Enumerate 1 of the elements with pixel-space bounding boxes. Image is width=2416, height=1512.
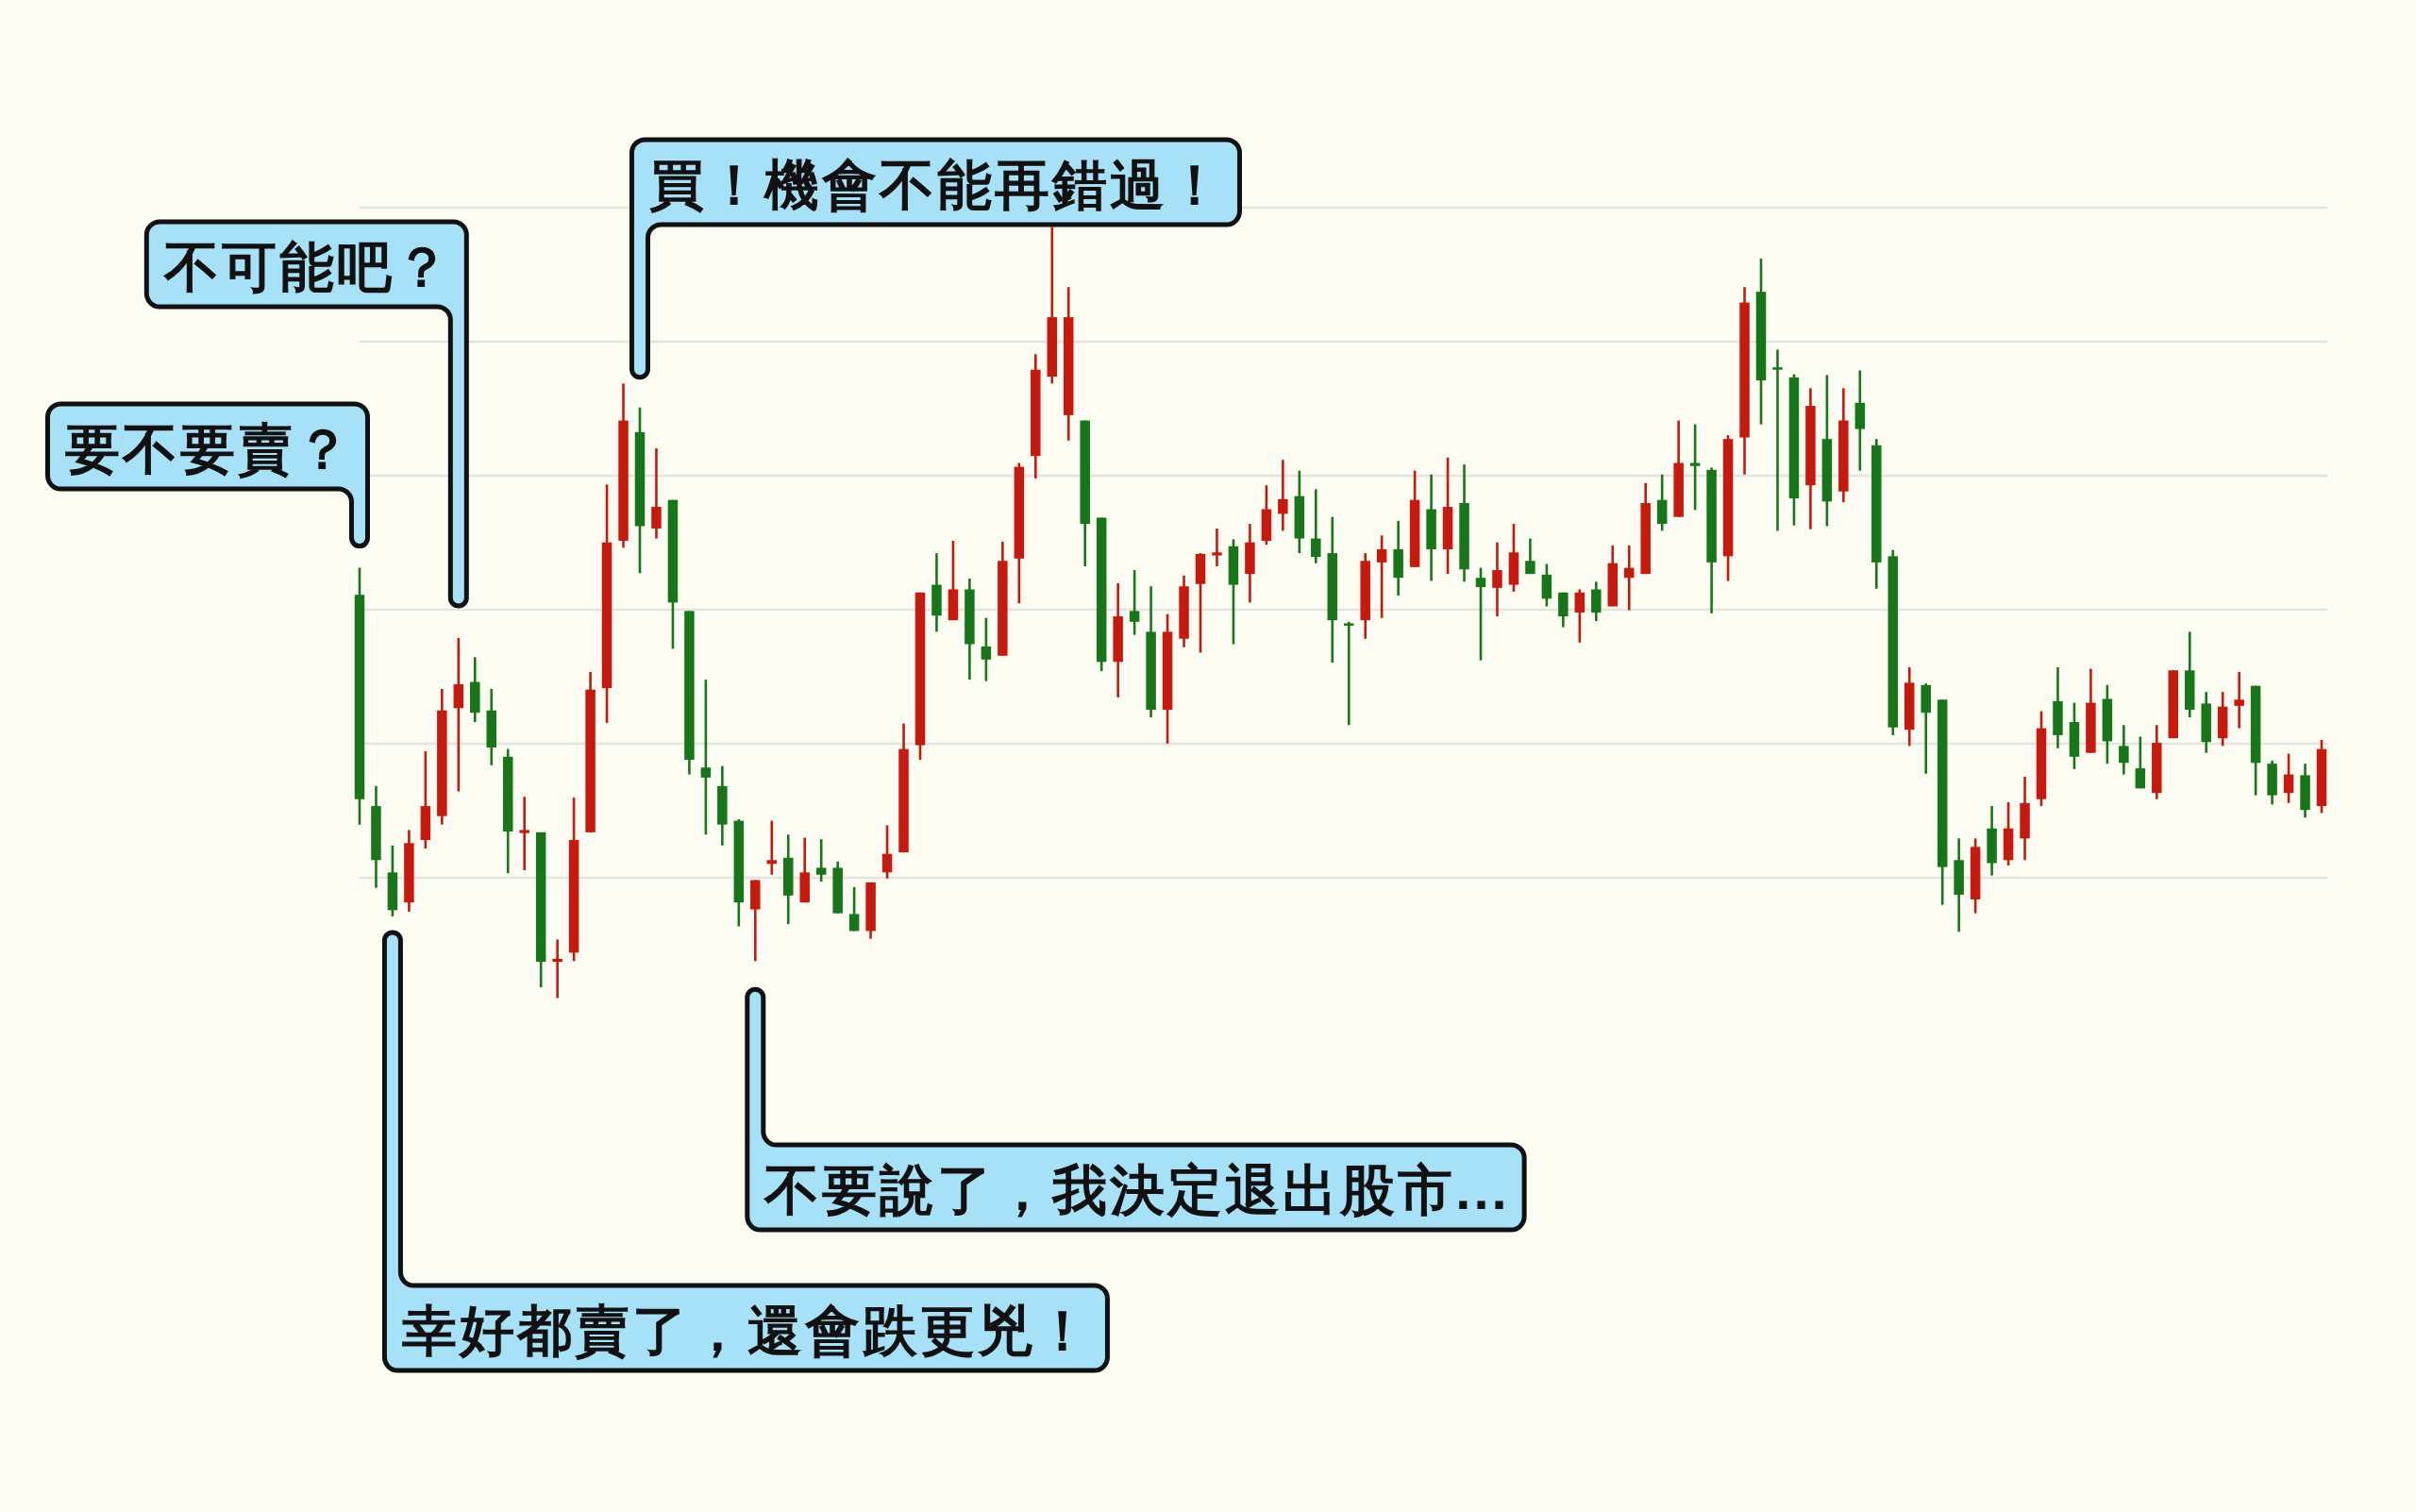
text: 買！機會不能再錯過！ [649,153,1225,215]
